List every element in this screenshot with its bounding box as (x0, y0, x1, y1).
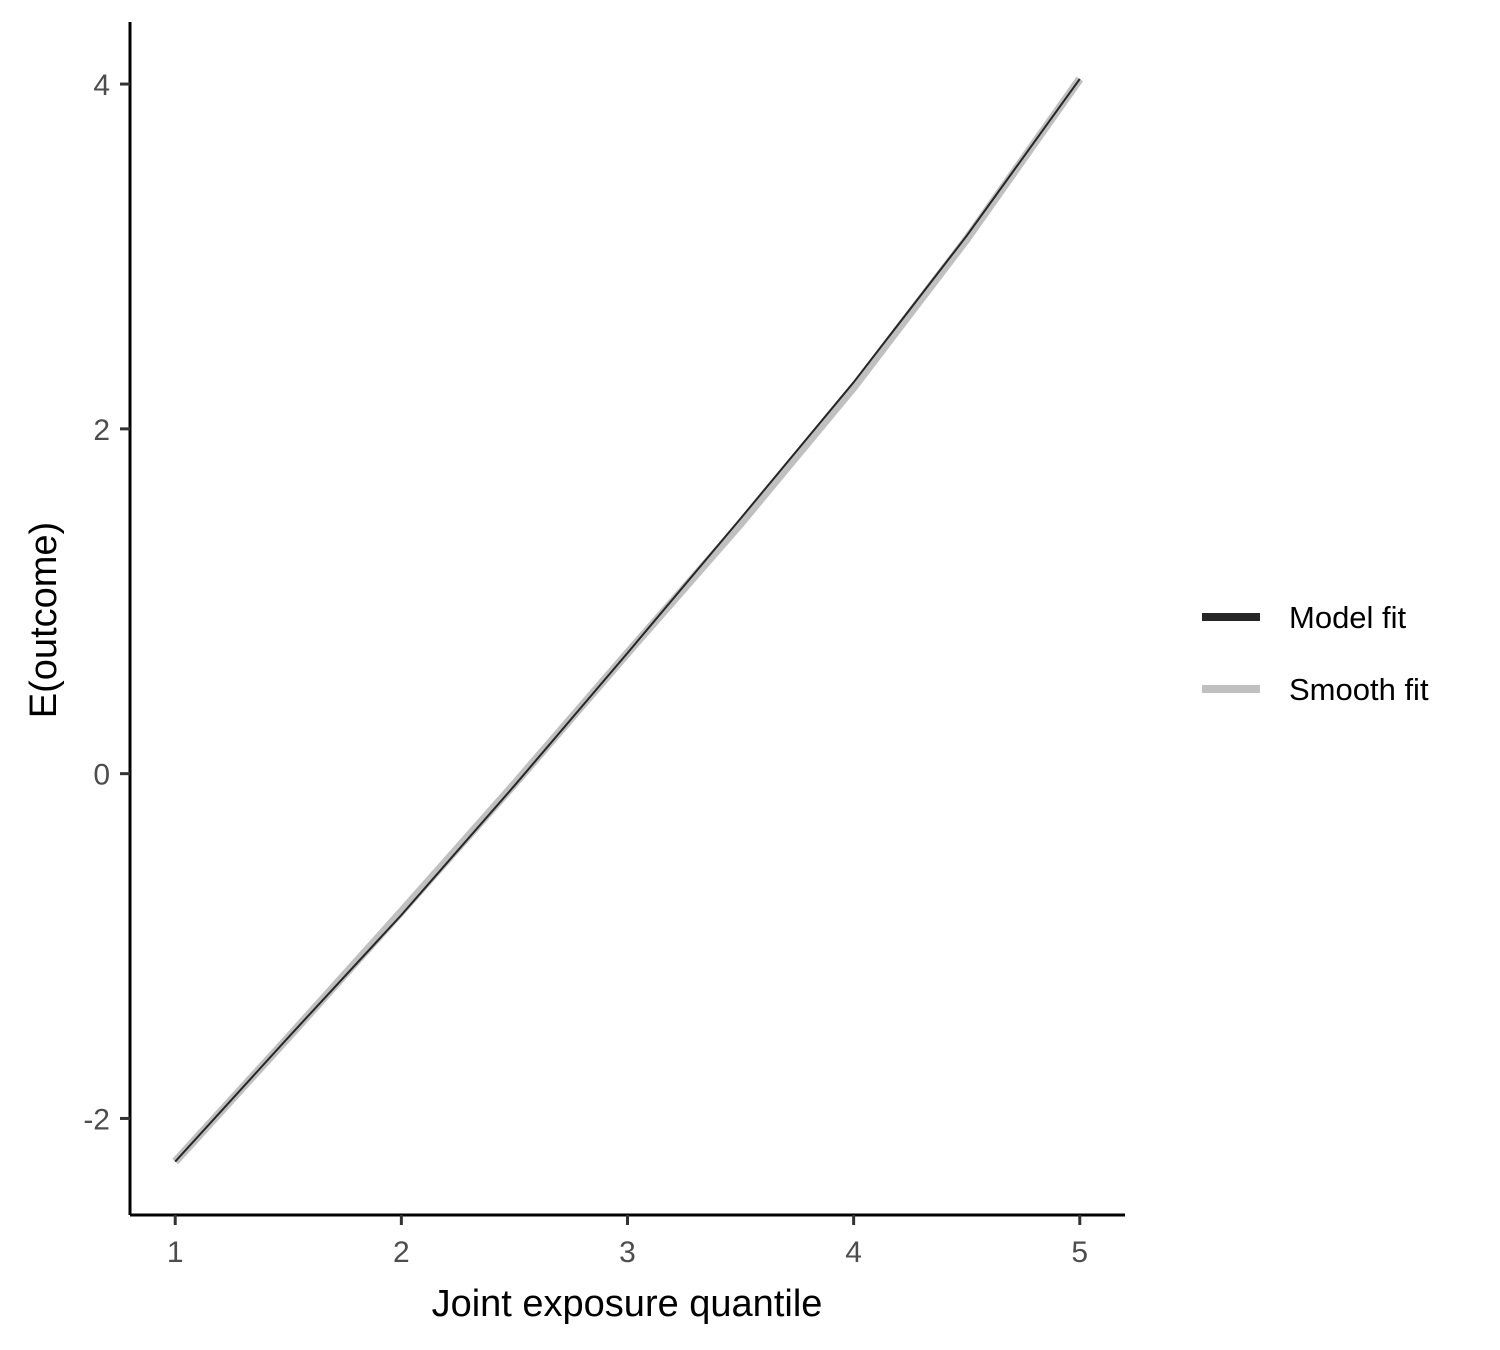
series-line-smooth-fit (172, 76, 1084, 1165)
x-tick-label: 2 (393, 1236, 410, 1269)
y-tick-label: 2 (93, 414, 110, 447)
x-tick-label: 1 (167, 1236, 184, 1269)
x-axis-title: Joint exposure quantile (432, 1283, 823, 1325)
plot-lines (172, 76, 1084, 1165)
y-tick-label: 0 (93, 759, 110, 792)
y-tick-label: 4 (93, 69, 110, 102)
x-axis-ticks: 1 2 3 4 5 (167, 1215, 1088, 1269)
y-tick-label: -2 (83, 1103, 110, 1136)
legend-label: Model fit (1289, 600, 1407, 635)
y-axis-title: E(outcome) (23, 522, 65, 718)
x-tick-label: 4 (845, 1236, 862, 1269)
series-line-model-fit (174, 78, 1081, 1163)
legend: Model fit Smooth fit (1202, 600, 1429, 707)
y-axis-ticks: -2 0 2 4 (83, 69, 130, 1136)
x-tick-label: 3 (619, 1236, 636, 1269)
legend-label: Smooth fit (1289, 672, 1429, 707)
x-tick-label: 5 (1071, 1236, 1088, 1269)
